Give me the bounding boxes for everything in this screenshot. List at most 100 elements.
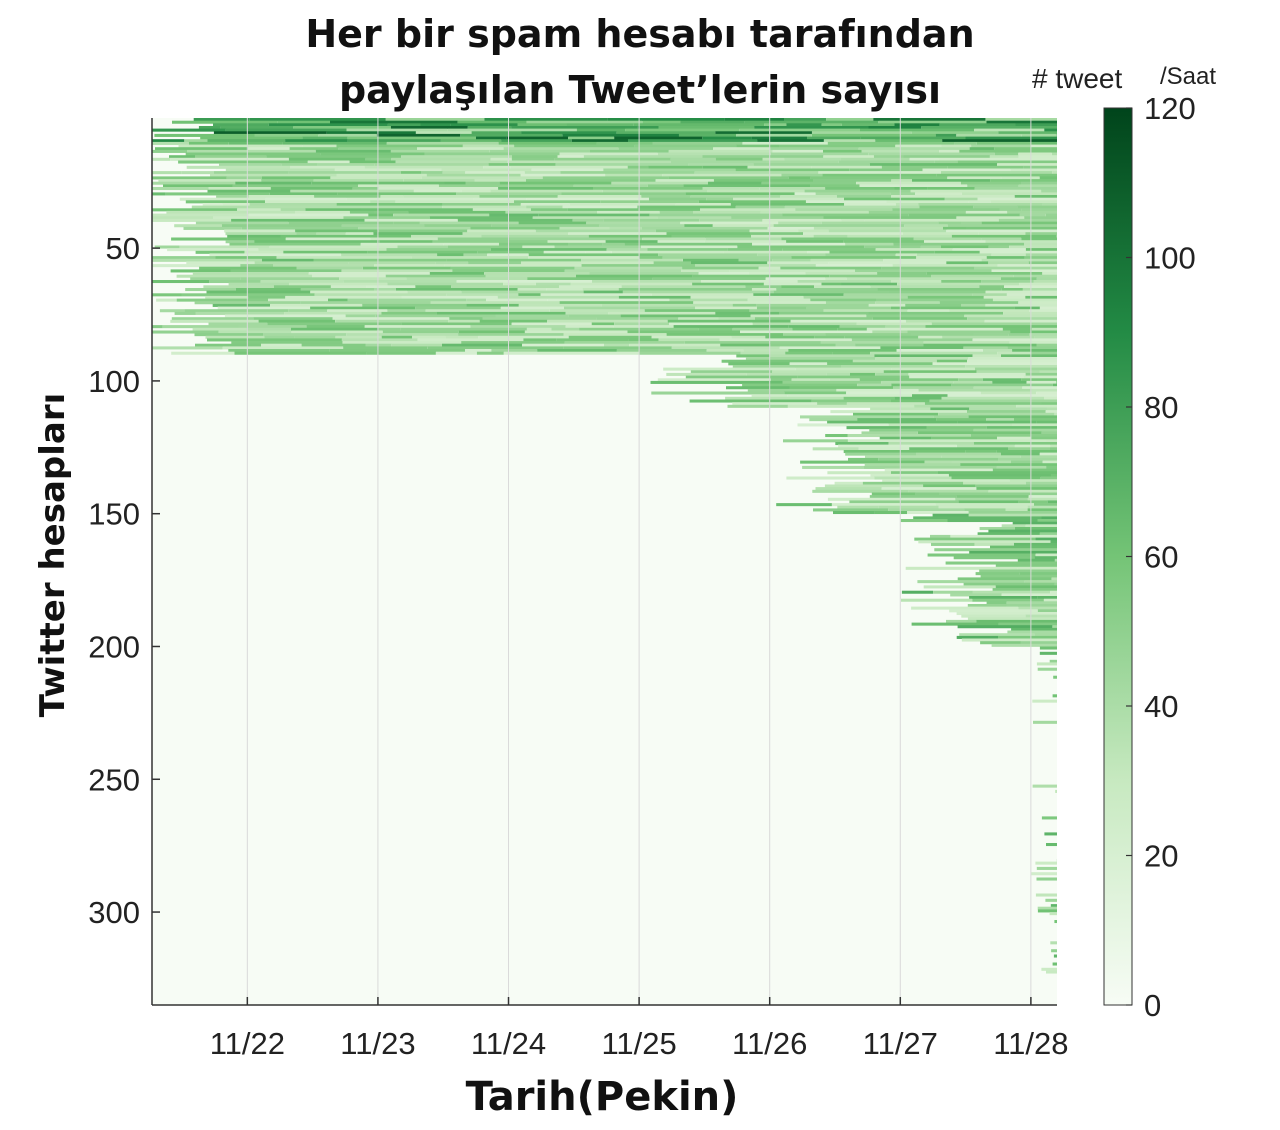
heatmap-cell	[919, 205, 974, 209]
heatmap-cell	[234, 351, 367, 355]
heatmap-cell	[903, 155, 990, 159]
heatmap-cell	[169, 155, 195, 159]
heatmap-cell	[478, 335, 569, 339]
heatmap-cell	[981, 258, 1057, 262]
heatmap-cell	[307, 160, 350, 164]
heatmap-cell	[733, 197, 845, 201]
heatmap-cell	[684, 224, 713, 228]
colorbar-unit-sub-label: /Saat	[1160, 63, 1216, 90]
heatmap-cell	[883, 370, 977, 374]
heatmap-cell	[600, 200, 699, 204]
x-tick-label: 11/26	[732, 1026, 807, 1061]
heatmap-cell	[967, 604, 1007, 608]
heatmap-cell	[568, 242, 603, 246]
heatmap-cell	[939, 492, 1057, 496]
heatmap-cell	[702, 136, 752, 140]
heatmap-cell	[499, 242, 568, 246]
heatmap-cell	[818, 171, 941, 175]
heatmap-cell	[671, 346, 780, 350]
heatmap-cell	[823, 216, 957, 220]
heatmap-cell	[821, 123, 842, 127]
heatmap-cell	[945, 561, 1057, 565]
heatmap-cell	[639, 160, 671, 164]
heatmap-cell	[930, 407, 970, 411]
heatmap-cell	[1024, 216, 1057, 220]
heatmap-cell	[704, 240, 787, 244]
heatmap-cell	[171, 317, 254, 321]
heatmap-cell	[1049, 912, 1057, 916]
heatmap-cell	[885, 325, 926, 329]
colorbar-tick-label: 60	[1144, 540, 1178, 575]
heatmap-cell	[657, 216, 732, 220]
heatmap-cell	[996, 450, 1057, 454]
heatmap-cell	[1039, 646, 1057, 650]
heatmap-cell	[1018, 606, 1057, 610]
heatmap-cell	[291, 327, 378, 331]
heatmap-cell	[518, 303, 602, 307]
heatmap-cell	[538, 213, 650, 217]
heatmap-cell	[450, 266, 575, 270]
heatmap-cell	[878, 505, 939, 509]
heatmap-cell	[152, 149, 187, 153]
heatmap-cell	[305, 208, 361, 212]
heatmap-cell	[576, 128, 626, 132]
heatmap-cell	[611, 181, 708, 185]
heatmap-cell	[601, 303, 733, 307]
heatmap-cell	[977, 197, 1057, 201]
heatmap-cell	[764, 123, 787, 127]
heatmap-cell	[195, 250, 245, 254]
heatmap-cell	[852, 359, 937, 363]
heatmap-cell	[974, 367, 1057, 371]
heatmap-cell	[917, 580, 1025, 584]
heatmap-cell	[990, 200, 1057, 204]
heatmap-cell	[637, 126, 659, 130]
heatmap-cell	[368, 213, 394, 217]
heatmap-cell	[770, 152, 869, 156]
heatmap-cell	[345, 232, 374, 236]
heatmap-cell	[657, 152, 771, 156]
heatmap-cell	[1014, 195, 1057, 199]
heatmap-cell	[736, 354, 770, 358]
heatmap-cell	[923, 341, 1010, 345]
heatmap-cell	[807, 250, 830, 254]
heatmap-cell	[509, 237, 643, 241]
heatmap-cell	[1052, 625, 1057, 629]
heatmap-cell	[336, 173, 427, 177]
heatmap-cell	[261, 343, 302, 347]
heatmap-cell	[827, 362, 933, 366]
heatmap-cell	[967, 410, 1046, 414]
heatmap-cell	[964, 314, 1057, 318]
heatmap-cell	[951, 234, 1057, 238]
heatmap-cell	[564, 341, 685, 345]
heatmap-cell	[1039, 452, 1057, 456]
heatmap-cell	[554, 245, 641, 249]
heatmap-cell	[1046, 970, 1057, 974]
heatmap-cell	[531, 168, 604, 172]
heatmap-cell	[988, 245, 1010, 249]
heatmap-cell	[832, 351, 871, 355]
heatmap-cell	[280, 234, 411, 238]
heatmap-cell	[706, 197, 733, 201]
heatmap-cell	[803, 295, 908, 299]
heatmap-cell	[830, 410, 967, 414]
heatmap-cell	[847, 434, 971, 438]
heatmap-cell	[380, 195, 404, 199]
heatmap-cell	[698, 200, 806, 204]
heatmap-cell	[868, 303, 906, 307]
heatmap-cell	[902, 232, 979, 236]
heatmap-cell	[607, 118, 725, 122]
heatmap-cell	[535, 282, 571, 286]
heatmap-cell	[209, 280, 261, 284]
heatmap-cell	[810, 184, 860, 188]
heatmap-cell	[950, 534, 1057, 538]
heatmap-cell	[524, 330, 628, 334]
heatmap-cell	[942, 335, 1035, 339]
heatmap-cell	[897, 282, 1020, 286]
heatmap-cell	[833, 511, 875, 515]
heatmap-cell	[976, 370, 1040, 374]
heatmap-cell	[1051, 949, 1057, 953]
heatmap-cell	[991, 253, 1026, 257]
heatmap-cell	[826, 372, 851, 376]
x-tick-label: 11/22	[210, 1026, 285, 1061]
heatmap-cell	[465, 181, 500, 185]
